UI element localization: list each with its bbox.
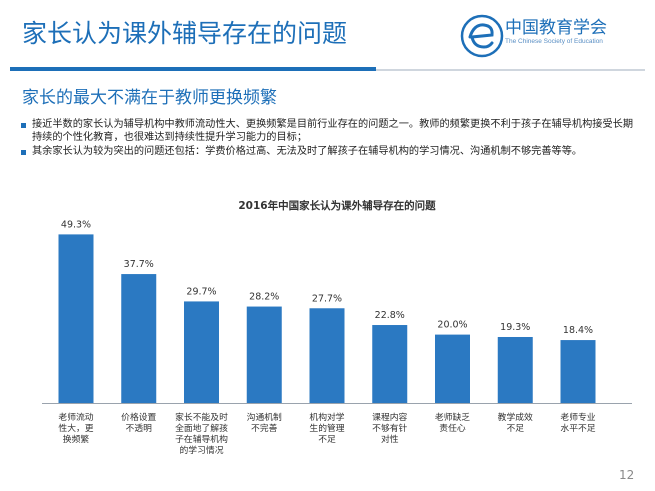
category-tick-label: 课程内容不够有针对性 xyxy=(372,411,407,445)
category-tick-label: 老师缺乏责任心 xyxy=(435,411,470,434)
category-tick-label: 家长不能及时全面地了解孩子在辅导机构的学习情况 xyxy=(175,411,228,456)
cse-e-logo-icon xyxy=(460,14,504,58)
bar xyxy=(121,274,157,403)
bar-value-label: 20.0% xyxy=(437,320,467,331)
bar xyxy=(184,301,219,403)
bullet-list: 接近半数的家长认为辅导机构中教师流动性大、更换频繁是目前行业存在的问题之一。教师… xyxy=(18,119,638,161)
bar xyxy=(309,308,345,403)
category-tick-label: 老师专业水平不足 xyxy=(560,411,595,434)
bar-value-label: 18.4% xyxy=(563,325,593,336)
page-number: 12 xyxy=(619,468,635,482)
bar xyxy=(560,340,596,403)
bar-value-label: 27.7% xyxy=(312,293,342,304)
bar-value-label: 22.8% xyxy=(375,310,405,321)
logo-text: 中国教育学会 xyxy=(505,18,607,38)
bullet-item: 接近半数的家长认为辅导机构中教师流动性大、更换频繁是目前行业存在的问题之一。教师… xyxy=(18,119,638,144)
bar-value-label: 29.7% xyxy=(186,286,216,297)
bar xyxy=(497,336,533,403)
bar-value-label: 19.3% xyxy=(500,322,530,333)
header-rule-blue xyxy=(10,67,376,71)
bar-value-label: 49.3% xyxy=(61,219,91,230)
logo-subtext: The Chinese Society of Education xyxy=(505,38,603,45)
header-rule-grey xyxy=(376,69,645,71)
category-tick-label: 价格设置不透明 xyxy=(121,411,156,434)
bar-value-label: 37.7% xyxy=(124,259,154,270)
slide-subtitle: 家长的最大不满在于教师更换频繁 xyxy=(22,88,277,108)
bar-value-label: 28.2% xyxy=(249,292,279,303)
chart-title: 2016年中国家长认为课外辅导存在的问题 xyxy=(238,199,436,212)
category-tick-label: 机构对学生的管理不足 xyxy=(309,411,344,445)
bar xyxy=(435,334,470,403)
category-tick-label: 教学成效不足 xyxy=(498,411,533,434)
category-tick-label: 沟通机制不完善 xyxy=(247,411,282,434)
bar xyxy=(246,306,282,403)
bar xyxy=(58,234,94,403)
category-tick-label: 老师流动性大，更换频繁 xyxy=(58,411,93,445)
slide-title: 家长认为课外辅导存在的问题 xyxy=(22,19,348,48)
bullet-item: 其余家长认为较为突出的问题还包括：学费价格过高、无法及时了解孩子在辅导机构的学习… xyxy=(18,146,638,159)
bar xyxy=(372,325,408,403)
